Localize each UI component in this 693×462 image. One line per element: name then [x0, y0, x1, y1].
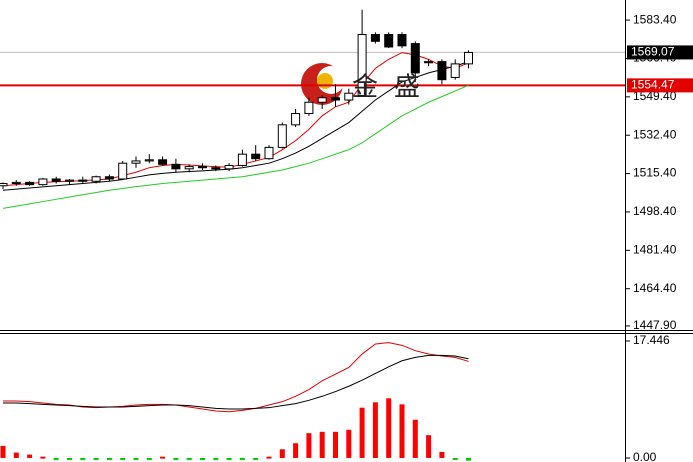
histogram-bar: [120, 457, 126, 460]
candle-body: [211, 167, 221, 170]
histogram-bar: [0, 445, 6, 458]
line: [2, 61, 469, 191]
y-tick-label: 1583.40: [633, 12, 677, 26]
histogram-bar: [399, 404, 405, 458]
histogram-bar: [412, 419, 418, 458]
histogram-bar: [346, 429, 352, 458]
y-tick-label: 1447.90: [633, 318, 677, 332]
histogram-bar: [40, 456, 46, 459]
histogram-bar: [93, 457, 99, 460]
candle-body: [118, 162, 128, 180]
line: [2, 84, 469, 209]
histogram-bar: [319, 431, 325, 458]
histogram-bar: [106, 457, 112, 460]
candle-body: [370, 34, 380, 42]
candle-body: [144, 159, 154, 162]
candle-body: [224, 164, 234, 170]
candle-body: [11, 181, 21, 185]
y-tick-label: 1464.40: [633, 281, 677, 295]
candle-body: [251, 153, 261, 160]
histogram-bar: [239, 457, 245, 460]
histogram-bar: [67, 457, 72, 460]
watermark: 金: [352, 73, 378, 103]
histogram-bar: [133, 457, 139, 460]
candle-body: [424, 61, 434, 64]
histogram-bar: [13, 452, 19, 458]
candle-body: [38, 178, 48, 186]
candle-body: [277, 124, 287, 148]
histogram-bar: [359, 407, 365, 458]
y-tick-label: 1515.40: [633, 166, 677, 180]
candle-body: [344, 92, 354, 101]
histogram-bar: [439, 451, 445, 458]
histogram-bar: [306, 433, 312, 458]
histogram-bar: [173, 457, 179, 460]
candle-body: [317, 97, 327, 103]
candle-body: [264, 146, 274, 160]
histogram-bar: [386, 398, 392, 458]
y-tick-label: 1549.40: [633, 89, 677, 103]
histogram-bar: [186, 457, 192, 460]
y-tick-label: 1498.40: [633, 204, 677, 218]
histogram-bar: [226, 457, 232, 460]
histogram-bar: [160, 456, 166, 459]
histogram-bar: [146, 457, 152, 460]
candle-body: [410, 43, 420, 74]
candle-body: [158, 159, 168, 165]
candle-body: [78, 179, 88, 182]
histogram-bar: [426, 435, 432, 458]
histogram-bar: [200, 457, 205, 460]
price-box: [627, 78, 693, 93]
line: [3, 354, 469, 410]
candle-body: [304, 101, 314, 115]
y-tick-label: 0.00: [633, 450, 657, 462]
y-tick-label: 1532.40: [633, 127, 677, 141]
candle-body: [464, 51, 473, 65]
candle-body: [237, 153, 247, 166]
candle-body: [65, 179, 74, 182]
candle-body: [437, 61, 447, 81]
candle-body: [0, 183, 8, 187]
y-tick-label: 1481.40: [633, 242, 677, 256]
histogram-bar: [466, 457, 471, 461]
candle-body: [131, 160, 141, 164]
candle-body: [51, 178, 61, 182]
candle-body: [331, 97, 340, 101]
price-box: [627, 45, 693, 60]
watermark: 盛: [394, 73, 420, 103]
candle-body: [171, 163, 181, 170]
candle-body: [357, 34, 367, 96]
candle-body: [25, 181, 35, 186]
price-label: 1554.47: [631, 78, 675, 92]
candle-body: [198, 166, 207, 169]
histogram-bar: [80, 457, 86, 460]
histogram-bar: [372, 402, 378, 458]
histogram-bar: [27, 454, 33, 458]
histogram-bar: [53, 457, 59, 460]
price-label: 1569.07: [631, 45, 675, 59]
candle-body: [397, 34, 407, 47]
histogram-bar: [333, 431, 338, 458]
candle-body: [91, 176, 101, 182]
candle-body: [450, 63, 460, 78]
histogram-bar: [452, 457, 458, 460]
candle-body: [291, 113, 301, 126]
logo-dot: [317, 73, 333, 89]
histogram-bar: [293, 443, 299, 458]
histogram-bar: [253, 457, 259, 460]
candle-body: [104, 176, 114, 180]
candle-body: [184, 166, 194, 170]
histogram-bar: [213, 457, 219, 460]
y-tick-label: 17.446: [633, 333, 670, 347]
histogram-bar: [266, 456, 272, 459]
candle-body: [384, 34, 394, 48]
logo: [301, 63, 345, 105]
histogram-bar: [279, 449, 285, 458]
